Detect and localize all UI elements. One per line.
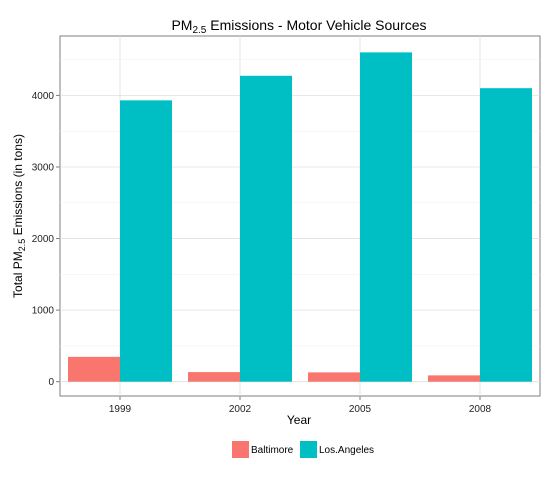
x-tick-label: 1999: [109, 404, 132, 415]
bar-los-angeles-2002: [240, 76, 292, 382]
bar-baltimore-1999: [68, 357, 120, 382]
legend-label-baltimore: Baltimore: [251, 445, 294, 456]
legend-swatch-los-angeles: [300, 441, 317, 458]
y-tick-label: 2000: [32, 234, 55, 245]
y-tick-label: 1000: [32, 306, 55, 317]
y-tick-label: 0: [48, 377, 54, 388]
bar-baltimore-2008: [428, 375, 480, 381]
bar-los-angeles-1999: [120, 100, 172, 381]
y-tick-label: 3000: [32, 162, 55, 173]
legend-label-los-angeles: Los.Angeles: [319, 445, 374, 456]
y-tick-label: 4000: [32, 91, 55, 102]
bar-baltimore-2005: [308, 372, 360, 381]
x-tick-label: 2008: [469, 404, 492, 415]
legend-swatch-baltimore: [232, 441, 249, 458]
x-tick-label: 2002: [229, 404, 252, 415]
bar-baltimore-2002: [188, 372, 240, 382]
bar-los-angeles-2008: [480, 88, 532, 382]
x-tick-label: 2005: [349, 404, 372, 415]
bar-los-angeles-2005: [360, 52, 412, 381]
x-axis-title: Year: [287, 413, 311, 427]
y-axis-title: Total PM2.5 Emissions (in tons): [11, 134, 27, 298]
